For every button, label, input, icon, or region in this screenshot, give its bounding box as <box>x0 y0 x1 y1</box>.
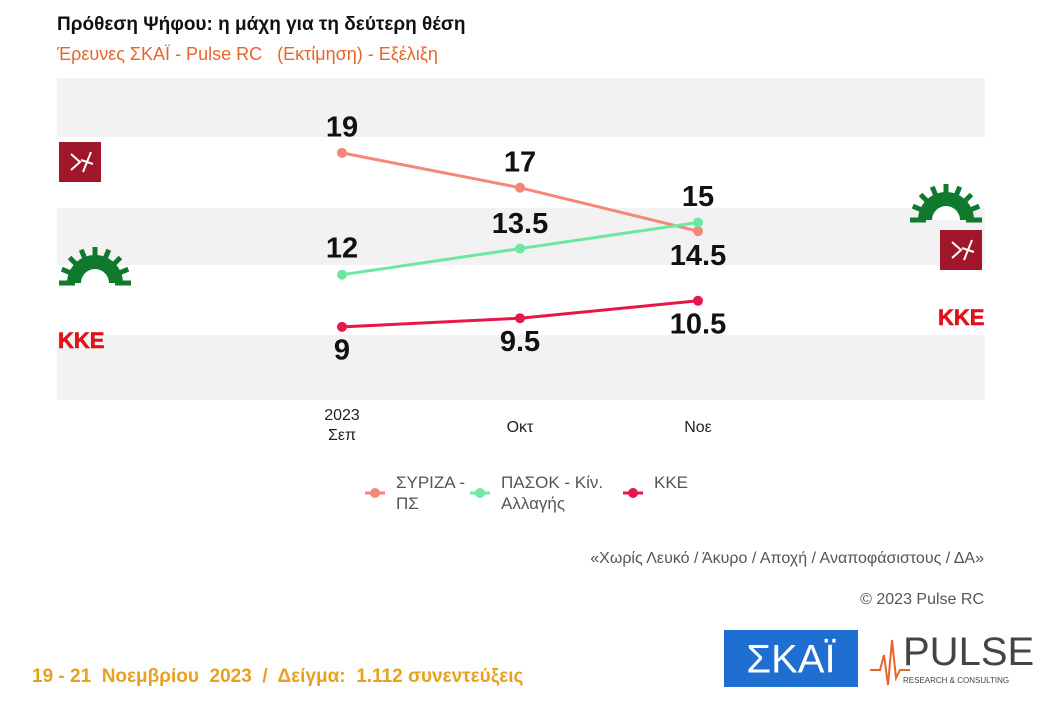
pasok-logo-ray <box>929 185 941 203</box>
note: «Χωρίς Λευκό / Άκυρο / Αποχή / Αναποφάσι… <box>590 550 984 567</box>
point <box>337 269 347 280</box>
point <box>515 182 525 193</box>
pasok-logo-ray <box>911 203 929 215</box>
pasok-logo-core <box>932 206 960 220</box>
pulse-logo-tagline: RESEARCH & CONSULTING <box>903 676 1009 685</box>
kke-logo: ΚΚΕ <box>58 328 104 353</box>
legend-marker <box>475 488 485 498</box>
legend-label: ΚΚΕ <box>654 473 689 492</box>
legend-marker <box>628 488 638 498</box>
copyright: © 2023 Pulse RC <box>860 591 984 608</box>
legend-marker <box>370 488 380 498</box>
point <box>337 321 347 332</box>
legend-label: ΣΥΡΙΖΑ - ΠΣ <box>396 473 466 513</box>
pasok-logo-ray <box>918 192 934 208</box>
point <box>693 295 703 306</box>
pasok-logo-ray <box>963 203 981 215</box>
pasok-logo-ray <box>60 266 78 278</box>
pulse-logo-text: PULSE <box>903 630 1034 674</box>
pasok-logo-ray <box>78 248 90 266</box>
data-label: 15 <box>682 181 714 213</box>
kke-logo: ΚΚΕ <box>938 305 984 330</box>
pasok-logo-ray <box>67 255 83 271</box>
pasok-logo-ray <box>958 192 974 208</box>
data-label: 19 <box>326 111 358 143</box>
band <box>57 335 985 400</box>
pasok-logo-ray <box>107 255 123 271</box>
syriza-logo-mark <box>70 151 94 173</box>
legend-label: ΠΑΣΟΚ - Κίν. Αλλαγής <box>501 473 604 513</box>
pasok-logo-ray <box>951 185 963 203</box>
pasok-logo-ray <box>112 266 130 278</box>
data-label: 12 <box>326 232 358 264</box>
band <box>57 78 985 137</box>
pasok-logo-ray <box>100 248 112 266</box>
skai-logo <box>724 630 858 687</box>
chart-title: Πρόθεση Ψήφου: η μάχη για τη δεύτερη θέσ… <box>57 14 465 35</box>
point <box>337 147 347 158</box>
point <box>515 313 525 324</box>
x-tick-label: Νοε <box>684 419 712 436</box>
point <box>693 217 703 228</box>
band <box>57 208 985 265</box>
point <box>515 243 525 254</box>
data-label: 17 <box>504 146 536 178</box>
data-label: 14.5 <box>670 240 726 272</box>
x-tick-label: Οκτ <box>506 419 534 436</box>
syriza-logo-mark <box>951 239 975 261</box>
chart-subtitle: Έρευνες ΣΚΑΪ - Pulse RC (Εκτίμηση) - Εξέ… <box>56 44 438 64</box>
skai-logo-text: ΣΚΑΪ <box>746 638 836 682</box>
footer: 19 - 21 Νοεμβρίου 2023 / Δείγμα: 1.112 σ… <box>32 666 523 687</box>
data-label: 13.5 <box>492 208 548 240</box>
pasok-logo-core <box>81 269 109 283</box>
data-label: 9.5 <box>500 326 540 358</box>
data-label: 9 <box>334 335 350 367</box>
pulse-logo-wave <box>870 639 910 686</box>
data-label: 10.5 <box>670 308 726 340</box>
x-tick-label: 2023 Σεπ <box>324 407 360 444</box>
point <box>693 226 703 237</box>
